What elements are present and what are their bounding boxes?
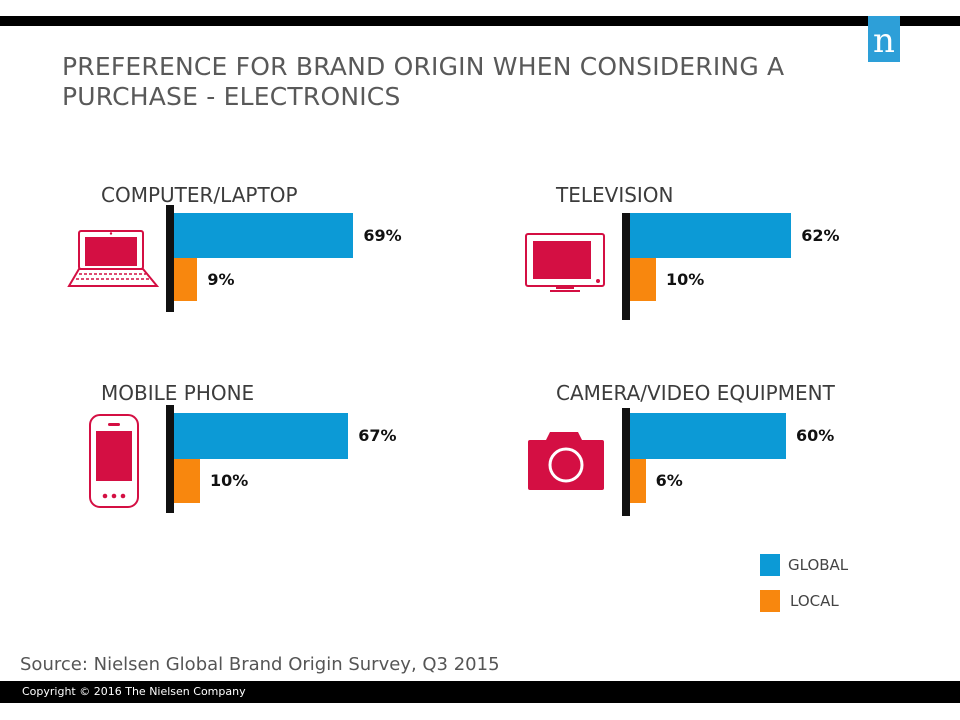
category-title-computer-laptop: COMPUTER/LAPTOP: [101, 183, 298, 207]
legend-label-local: LOCAL: [790, 592, 839, 610]
top-bar: [0, 16, 960, 26]
nielsen-logo: n: [868, 16, 900, 62]
laptop-icon: [66, 228, 160, 294]
tv-icon: [524, 232, 606, 298]
category-title-mobile-phone: MOBILE PHONE: [101, 381, 255, 405]
bar-axis-mobile-phone: [166, 405, 174, 513]
value-label-global-television: 62%: [801, 225, 840, 245]
legend-label-global: GLOBAL: [788, 556, 849, 574]
value-label-local-television: 10%: [666, 269, 705, 289]
chart-title: PREFERENCE FOR BRAND ORIGIN WHEN CONSIDE…: [62, 52, 785, 111]
source-note: Source: Nielsen Global Brand Origin Surv…: [20, 654, 500, 675]
footer-bar: Copyright © 2016 The Nielsen Company: [0, 681, 960, 703]
category-title-camera-video-equipment: CAMERA/VIDEO EQUIPMENT: [556, 381, 835, 405]
legend-swatch-global: [760, 554, 780, 576]
bar-global-mobile-phone: [174, 413, 349, 459]
bar-local-computer-laptop: [174, 258, 198, 301]
bar-global-camera-video-equipment: [630, 413, 786, 459]
phone-icon: [88, 413, 140, 513]
value-label-global-camera-video-equipment: 60%: [796, 426, 835, 445]
camera-icon: [526, 430, 606, 496]
value-label-global-computer-laptop: 69%: [363, 225, 402, 245]
value-label-local-computer-laptop: 9%: [207, 269, 235, 289]
bar-local-camera-video-equipment: [630, 459, 646, 503]
category-title-television: TELEVISION: [556, 183, 674, 207]
bar-global-computer-laptop: [174, 213, 354, 258]
bar-local-mobile-phone: [174, 459, 200, 503]
bar-axis-television: [622, 213, 630, 320]
bar-axis-computer-laptop: [166, 205, 174, 312]
legend-swatch-local: [760, 590, 780, 612]
copyright-text: Copyright © 2016 The Nielsen Company: [22, 685, 246, 698]
bar-local-television: [630, 258, 656, 301]
value-label-global-mobile-phone: 67%: [358, 426, 397, 445]
bar-axis-camera-video-equipment: [622, 408, 630, 516]
value-label-local-mobile-phone: 10%: [210, 471, 249, 490]
bar-global-television: [630, 213, 792, 258]
value-label-local-camera-video-equipment: 6%: [655, 471, 683, 490]
